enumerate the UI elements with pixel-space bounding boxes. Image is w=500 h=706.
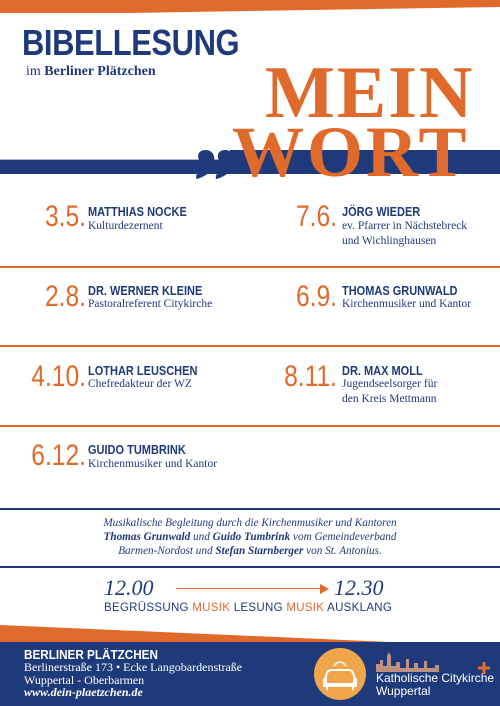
divider (0, 566, 500, 568)
event-desc: Kirchenmusiker und Kantor (88, 458, 218, 470)
event-name: LOTHAR LEUSCHEN (88, 364, 198, 378)
start-time: 12.00 (104, 575, 154, 600)
headline-wort: WORT (232, 112, 470, 192)
subtitle-place: Berliner Plätzchen (44, 64, 156, 79)
music-line: Thomas Grunwald und Guido Tumbrink vom G… (40, 530, 460, 544)
music-line: Musikalische Begleitung durch die Kirche… (103, 517, 397, 529)
divider (0, 345, 500, 347)
event-date: 8.11. (284, 360, 337, 393)
divider (0, 425, 500, 427)
quote-mark-icon: „ (196, 78, 244, 185)
quote-mark-icon: „ (438, 572, 486, 679)
music-conjunction: und (190, 531, 213, 543)
sofa-icon (314, 648, 366, 700)
schedule-item: BEGRÜSSUNG (104, 602, 189, 614)
event-desc: Chefredakteur der WZ (88, 378, 192, 390)
event-desc: den Kreis Mettmann (342, 393, 437, 405)
page-title: BIBELLESUNG (22, 22, 240, 63)
brand-line: Katholische Citykirche (376, 671, 495, 685)
event-name: MATTHIAS NOCKE (88, 205, 187, 219)
music-line: Barmen-Nordost und Stefan Starnberger vo… (40, 544, 460, 558)
event-name: DR. MAX MOLL (342, 364, 423, 378)
event-date: 4.10. (31, 360, 86, 393)
footer (0, 642, 500, 706)
event-name: JÖRG WIEDER (342, 205, 421, 219)
page-subtitle: im Berliner Plätzchen (26, 64, 156, 80)
event-date: 7.6. (295, 200, 337, 233)
event-desc: und Wichlinghausen (342, 235, 437, 247)
end-time: 12.30 (334, 575, 384, 600)
venue-website[interactable]: www.dein-plaetzchen.de (24, 685, 143, 699)
schedule-item: AUSKLANG (327, 602, 393, 614)
event-date: 6.9. (295, 280, 337, 313)
top-stripe-cut (0, 7, 500, 15)
schedule-items: BEGRÜSSUNG MUSIK LESUNG MUSIK AUSKLANG (104, 602, 392, 614)
event-date: 3.5. (44, 200, 86, 233)
event-date: 2.8. (44, 280, 86, 313)
city-skyline-icon (376, 652, 439, 672)
event-name: THOMAS GRUNWALD (342, 284, 458, 298)
music-info: Musikalische Begleitung durch die Kirche… (40, 516, 460, 558)
venue-name: BERLINER PLÄTZCHEN (24, 647, 158, 662)
event-desc: Jugendseelsorger für (342, 378, 438, 390)
musician-name: Guido Tumbrink (212, 531, 291, 543)
schedule-item: MUSIK (286, 602, 325, 614)
event-desc: ev. Pfarrer in Nächstebreck (342, 220, 468, 232)
schedule-item: MUSIK (192, 602, 231, 614)
event-desc: Kulturdezernent (88, 220, 163, 232)
music-text: von St. Antonius. (303, 545, 382, 557)
arrow-line (176, 588, 326, 589)
musician-name: Stefan Starnberger (215, 545, 304, 557)
event-name: GUIDO TUMBRINK (88, 443, 186, 457)
musician-name: Thomas Grunwald (103, 531, 191, 543)
brand-text: Katholische Citykirche Wuppertal (376, 672, 494, 698)
event-desc: Kirchenmusiker und Kantor (342, 298, 472, 310)
event-name: DR. WERNER KLEINE (88, 284, 203, 298)
subtitle-prefix: im (26, 64, 41, 79)
music-text: vom Gemeindeverband (290, 531, 397, 543)
divider (0, 266, 500, 268)
brand-line: Wuppertal (376, 684, 431, 698)
cross-icon (478, 662, 490, 674)
venue-city: Wuppertal - Oberbarmen (24, 673, 145, 687)
event-date: 6.12. (31, 439, 86, 472)
venue-address: Berlinerstraße 173 • Ecke Langobardenstr… (24, 660, 243, 674)
arrow-right-icon (320, 584, 329, 594)
divider (0, 508, 500, 510)
event-desc: Pastoralreferent Citykirche (88, 298, 213, 310)
headline-mein: MEIN (265, 52, 475, 134)
schedule-item: LESUNG (233, 602, 283, 614)
music-text: Barmen-Nordost und (118, 545, 216, 557)
